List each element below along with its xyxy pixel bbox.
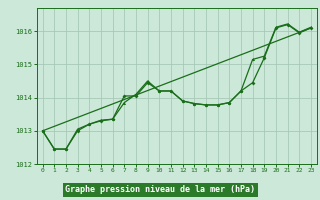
Text: Graphe pression niveau de la mer (hPa): Graphe pression niveau de la mer (hPa) xyxy=(65,185,255,194)
